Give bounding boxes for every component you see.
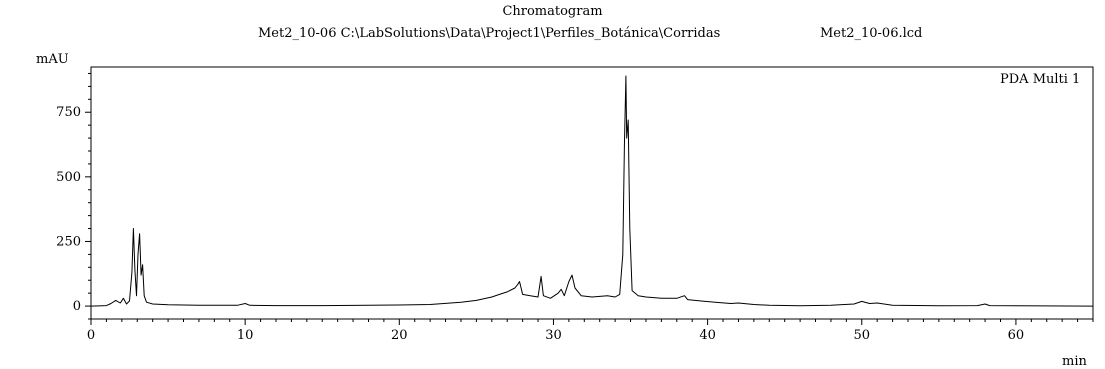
y-axis-label: mAU bbox=[36, 52, 69, 67]
y-tick-label: 500 bbox=[56, 170, 81, 185]
x-tick-label: 40 bbox=[699, 328, 716, 343]
y-tick-label: 250 bbox=[56, 234, 81, 249]
chart-subtitle-path: Met2_10-06 C:\LabSolutions\Data\Project1… bbox=[258, 26, 721, 41]
x-tick-label: 20 bbox=[391, 328, 408, 343]
x-axis-label: min bbox=[1062, 354, 1087, 369]
x-tick-label: 10 bbox=[237, 328, 254, 343]
y-tick-label: 750 bbox=[56, 105, 81, 120]
series-label: PDA Multi 1 bbox=[1000, 72, 1081, 87]
x-tick-label: 0 bbox=[87, 328, 95, 343]
x-tick-label: 30 bbox=[545, 328, 562, 343]
plot-frame bbox=[90, 66, 1094, 320]
x-tick-label: 50 bbox=[853, 328, 870, 343]
x-tick-label: 60 bbox=[1008, 328, 1025, 343]
y-tick-label: 0 bbox=[73, 299, 81, 314]
chart-title: Chromatogram bbox=[502, 4, 603, 19]
chart-subtitle-file: Met2_10-06.lcd bbox=[820, 26, 923, 41]
series-line bbox=[90, 75, 1094, 307]
